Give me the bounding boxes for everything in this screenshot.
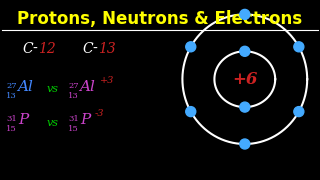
Text: -: - [92, 42, 97, 56]
Text: 13: 13 [6, 92, 17, 100]
Text: 15: 15 [68, 125, 79, 133]
Text: 31: 31 [68, 115, 79, 123]
Text: Al: Al [17, 80, 33, 94]
Text: C: C [82, 42, 92, 56]
Text: +6: +6 [232, 71, 258, 88]
Text: P: P [18, 113, 28, 127]
Text: 27: 27 [6, 82, 17, 90]
Circle shape [294, 107, 304, 117]
Text: 13: 13 [98, 42, 116, 56]
Text: Protons, Neutrons & Electrons: Protons, Neutrons & Electrons [17, 10, 303, 28]
Text: -3: -3 [95, 109, 105, 118]
Circle shape [240, 46, 250, 56]
Text: 27: 27 [68, 82, 79, 90]
Text: +3: +3 [100, 76, 114, 85]
Circle shape [294, 42, 304, 52]
Text: C: C [22, 42, 33, 56]
Text: 15: 15 [6, 125, 17, 133]
Circle shape [240, 9, 250, 19]
Circle shape [240, 102, 250, 112]
Text: vs: vs [47, 84, 59, 94]
Text: P: P [80, 113, 90, 127]
Circle shape [186, 42, 196, 52]
Circle shape [240, 139, 250, 149]
Text: -: - [32, 42, 37, 56]
Text: Al: Al [79, 80, 95, 94]
Text: 13: 13 [68, 92, 79, 100]
Circle shape [186, 107, 196, 117]
Text: 12: 12 [38, 42, 56, 56]
Text: 31: 31 [6, 115, 17, 123]
Text: vs: vs [47, 118, 59, 128]
